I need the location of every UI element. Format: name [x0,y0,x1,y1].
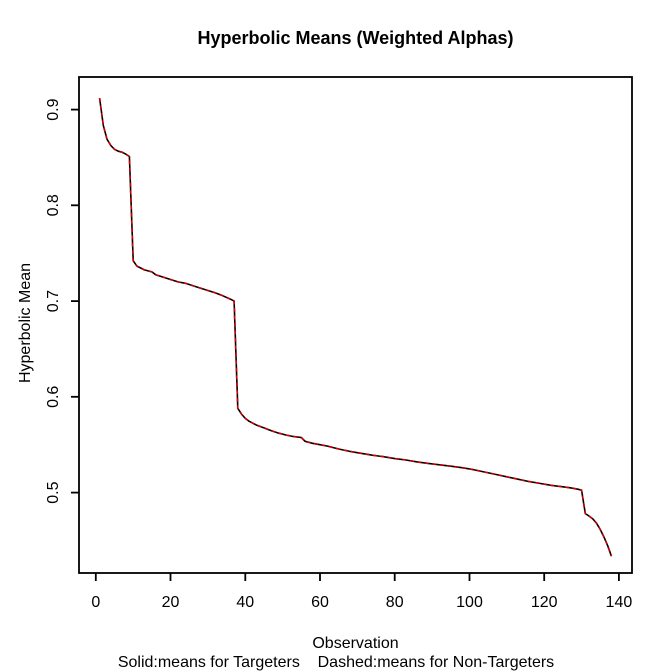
x-tick-label: 80 [386,594,404,611]
y-tick-label: 0.8 [45,194,62,216]
y-axis-ticks: 0.5 0.6 0.7 0.8 0.9 [45,98,79,504]
x-tick-label: 0 [91,594,100,611]
x-tick-label: 120 [531,594,558,611]
x-tick-label: 40 [236,594,254,611]
y-tick-label: 0.9 [45,98,62,120]
x-tick-label: 100 [456,594,483,611]
legend-footnote: Solid:means for Targeters Dashed:means f… [117,654,555,671]
x-axis-label: Observation [312,635,399,652]
y-tick-label: 0.6 [45,386,62,408]
x-tick-label: 60 [311,594,329,611]
y-tick-label: 0.5 [45,481,62,503]
x-tick-label: 140 [606,594,633,611]
y-tick-label: 0.7 [45,290,62,312]
plot-box [78,76,633,574]
targeters-line [98,97,613,557]
chart-title: Hyperbolic Means (Weighted Alphas) [197,28,514,48]
non-targeters-line [98,97,613,557]
x-tick-label: 20 [162,594,180,611]
x-axis-ticks: 0 20 40 60 80 100 120 140 [91,573,632,611]
y-axis-label: Hyperbolic Mean [17,262,34,384]
